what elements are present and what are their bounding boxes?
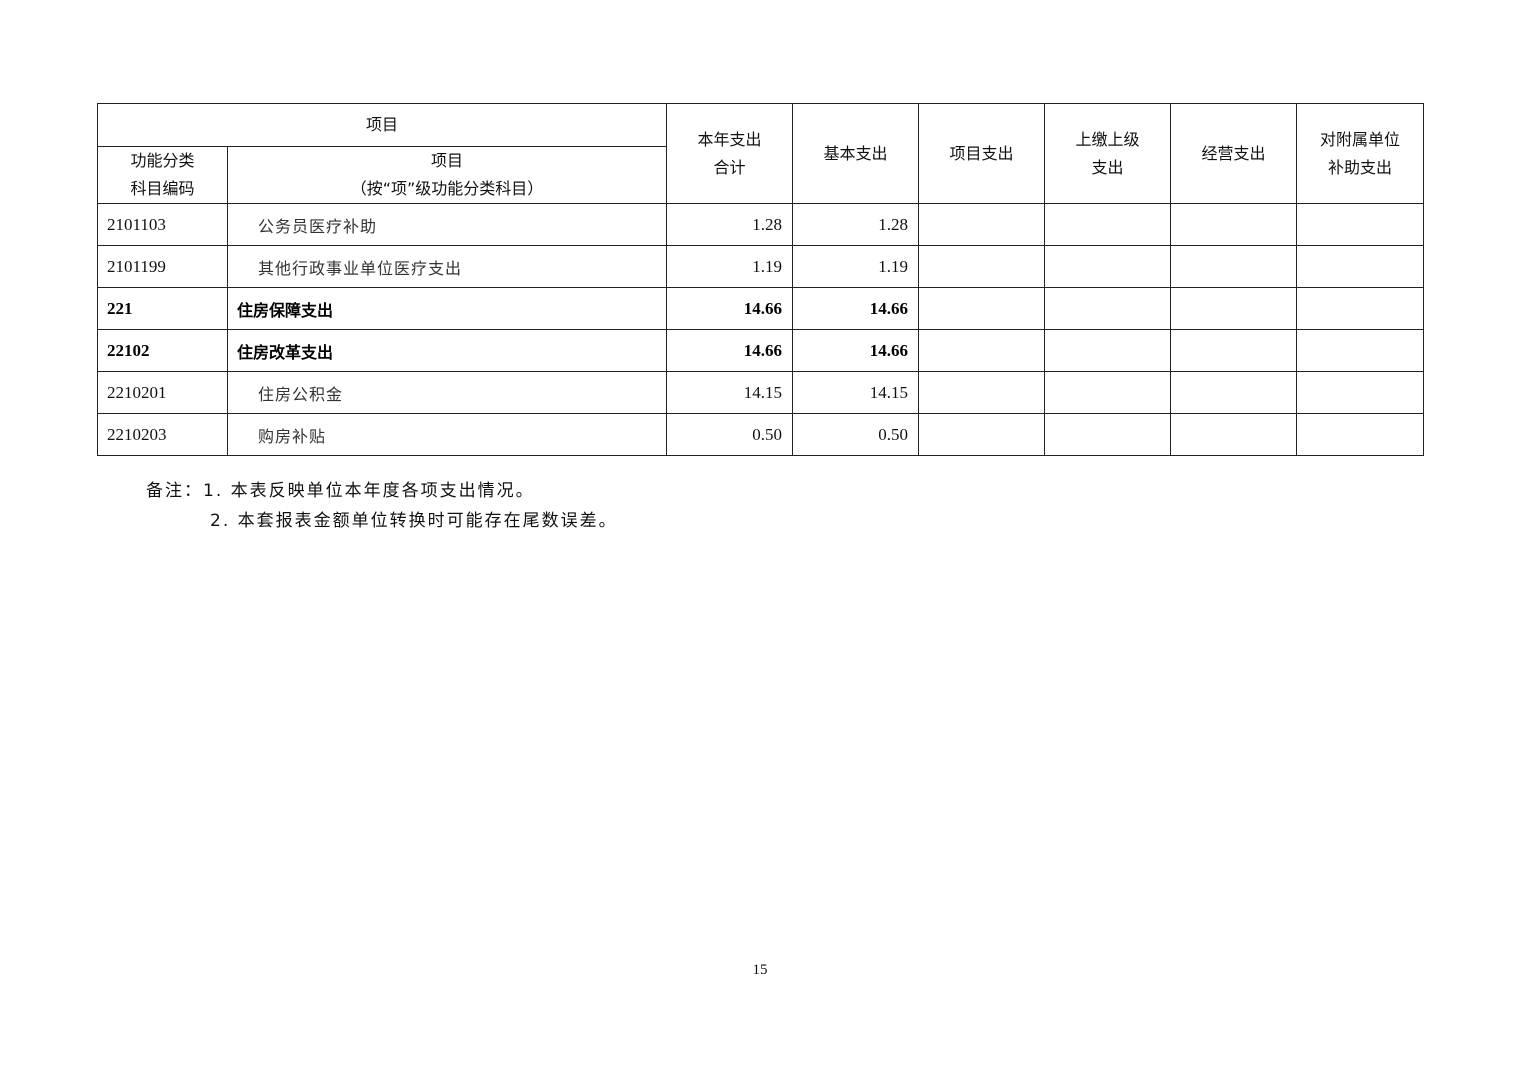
cell-project	[918, 329, 1046, 372]
cell-upper	[1044, 371, 1172, 414]
cell-subsidy	[1296, 203, 1425, 246]
cell-basic: 1.28	[792, 203, 920, 246]
header-subsidy: 对附属单位 补助支出	[1296, 103, 1425, 204]
cell-name: 其他行政事业单位医疗支出	[226, 245, 668, 288]
header-business: 经营支出	[1170, 103, 1298, 204]
cell-total: 1.28	[666, 203, 794, 246]
cell-upper	[1044, 329, 1172, 372]
cell-project	[918, 287, 1046, 330]
cell-business	[1170, 203, 1298, 246]
expenditure-table: 项目 本年支出 合计 基本支出 项目支出 上缴上级 支出 经营支出 对附属单位 …	[96, 103, 1425, 456]
table-row: 2210203 购房补贴 0.50 0.50	[97, 413, 1425, 456]
cell-code: 221	[97, 287, 228, 330]
cell-subsidy	[1296, 287, 1425, 330]
cell-upper	[1044, 245, 1172, 288]
header-project: 项目支出	[918, 103, 1046, 204]
cell-business	[1170, 371, 1298, 414]
header-item-line1: 项目	[431, 151, 464, 170]
cell-name: 购房补贴	[226, 413, 668, 456]
cell-upper	[1044, 413, 1172, 456]
header-upper: 上缴上级 支出	[1044, 103, 1172, 204]
table-row: 2101103 公务员医疗补助 1.28 1.28	[97, 203, 1425, 246]
note-1: 备注：1. 本表反映单位本年度各项支出情况。	[146, 481, 535, 501]
notes: 备注：1. 本表反映单位本年度各项支出情况。 2. 本套报表金额单位转换时可能存…	[146, 476, 618, 536]
cell-basic: 14.66	[792, 329, 920, 372]
table-row: 2210201 住房公积金 14.15 14.15	[97, 371, 1425, 414]
cell-upper	[1044, 203, 1172, 246]
cell-code: 2210203	[97, 413, 228, 456]
cell-business	[1170, 245, 1298, 288]
header-total: 本年支出 合计	[666, 103, 794, 204]
cell-basic: 0.50	[792, 413, 920, 456]
cell-total: 14.66	[666, 329, 794, 372]
cell-project	[918, 245, 1046, 288]
cell-business	[1170, 287, 1298, 330]
cell-subsidy	[1296, 245, 1425, 288]
cell-project	[918, 203, 1046, 246]
cell-project	[918, 413, 1046, 456]
cell-total: 14.66	[666, 287, 794, 330]
header-code: 功能分类 科目编码	[97, 146, 228, 204]
cell-name: 住房公积金	[226, 371, 668, 414]
cell-total: 14.15	[666, 371, 794, 414]
table-row: 22102 住房改革支出 14.66 14.66	[97, 329, 1425, 372]
header-item-line2: （按“项”级功能分类科目）	[350, 179, 544, 198]
cell-business	[1170, 413, 1298, 456]
cell-total: 0.50	[666, 413, 794, 456]
cell-project	[918, 371, 1046, 414]
cell-subsidy	[1296, 413, 1425, 456]
cell-code: 2101103	[97, 203, 228, 246]
header-group-item: 项目	[96, 103, 668, 147]
cell-business	[1170, 329, 1298, 372]
cell-code: 22102	[97, 329, 228, 372]
cell-name: 住房改革支出	[226, 329, 668, 372]
cell-subsidy	[1296, 329, 1425, 372]
page-number: 15	[752, 962, 768, 978]
cell-basic: 14.66	[792, 287, 920, 330]
cell-total: 1.19	[666, 245, 794, 288]
cell-name: 住房保障支出	[226, 287, 668, 330]
cell-basic: 1.19	[792, 245, 920, 288]
cell-code: 2101199	[97, 245, 228, 288]
cell-name: 公务员医疗补助	[226, 203, 668, 246]
header-item: 项目 （按“项”级功能分类科目）	[226, 146, 668, 204]
note-2: 2. 本套报表金额单位转换时可能存在尾数误差。	[210, 511, 618, 531]
table-row: 221 住房保障支出 14.66 14.66	[97, 287, 1425, 330]
cell-upper	[1044, 287, 1172, 330]
cell-basic: 14.15	[792, 371, 920, 414]
cell-code: 2210201	[97, 371, 228, 414]
cell-subsidy	[1296, 371, 1425, 414]
table-row: 2101199 其他行政事业单位医疗支出 1.19 1.19	[97, 245, 1425, 288]
header-basic: 基本支出	[792, 103, 920, 204]
